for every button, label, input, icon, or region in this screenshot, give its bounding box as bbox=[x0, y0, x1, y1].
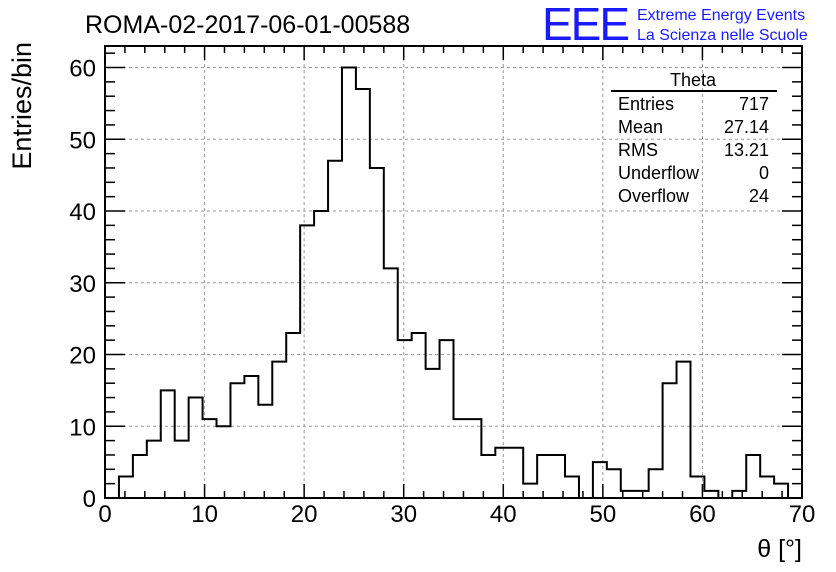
eee-logo-icon: EEE bbox=[542, 0, 628, 50]
x-tick-label: 40 bbox=[490, 501, 517, 528]
x-axis-label: θ [°] bbox=[757, 535, 802, 563]
stats-row-value: 0 bbox=[759, 163, 769, 183]
stats-title: Theta bbox=[670, 70, 717, 90]
chart-title: ROMA-02-2017-06-01-00588 bbox=[85, 11, 410, 39]
x-tick-label: 50 bbox=[590, 501, 617, 528]
stats-box: Theta Entries 717 Mean 27.14 RMS 13.21 Underfl… bbox=[611, 70, 777, 206]
stats-row-label: Overflow bbox=[618, 186, 690, 206]
tick-labels: 0 10 20 30 40 50 60 70 0 10 20 30 40 50 60 bbox=[69, 56, 815, 528]
x-tick-label: 60 bbox=[689, 501, 716, 528]
stats-row-value: 13.21 bbox=[724, 140, 769, 160]
stats-row-value: 27.14 bbox=[724, 117, 769, 137]
y-tick-label: 20 bbox=[69, 343, 96, 370]
logo-line-2: La Scienza nelle Scuole bbox=[637, 27, 808, 44]
x-tick-label: 10 bbox=[191, 501, 218, 528]
y-tick-label: 30 bbox=[69, 271, 96, 298]
stats-row-label: RMS bbox=[618, 140, 658, 160]
stats-row-label: Entries bbox=[618, 94, 674, 114]
stats-row-label: Underflow bbox=[618, 163, 700, 183]
y-axis-label: Entries/bin bbox=[7, 42, 37, 170]
y-tick-label: 40 bbox=[69, 199, 96, 226]
x-tick-label: 0 bbox=[98, 501, 111, 528]
y-tick-label: 50 bbox=[69, 127, 96, 154]
x-tick-label: 20 bbox=[291, 501, 318, 528]
x-tick-label: 70 bbox=[789, 501, 816, 528]
stats-row-value: 717 bbox=[739, 94, 769, 114]
y-tick-label: 10 bbox=[69, 414, 96, 441]
stats-row-value: 24 bbox=[749, 186, 769, 206]
y-tick-label: 0 bbox=[83, 486, 96, 513]
y-tick-label: 60 bbox=[69, 56, 96, 83]
grid-lines bbox=[105, 46, 802, 498]
logo-line-1: Extreme Energy Events bbox=[637, 7, 805, 24]
histogram-series bbox=[105, 66, 802, 499]
axis-ticks bbox=[104, 46, 803, 499]
stats-row-label: Mean bbox=[618, 117, 663, 137]
plot-frame bbox=[104, 45, 803, 499]
x-tick-label: 30 bbox=[390, 501, 417, 528]
